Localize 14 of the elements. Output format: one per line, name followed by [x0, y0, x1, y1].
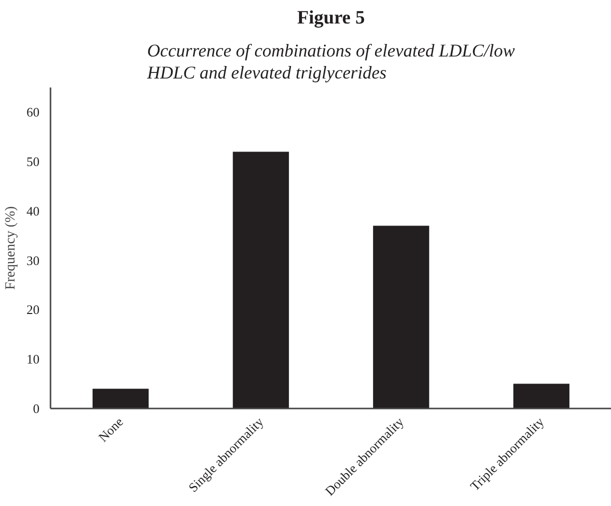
y-tick-label: 30	[26, 252, 40, 268]
bar	[92, 388, 149, 408]
y-tick-label: 60	[26, 104, 40, 120]
chart-subtitle: Occurrence of combinations of elevated LDLC/low HDLC and elevated triglycerides	[146, 40, 515, 82]
bar	[373, 226, 430, 408]
y-axis-title: Frequency (%)	[4, 206, 18, 290]
bar	[232, 152, 289, 408]
y-tick-label: 50	[26, 154, 40, 170]
y-tick-label: 20	[26, 302, 40, 318]
bar	[513, 384, 570, 408]
y-tick-label: 0	[33, 401, 40, 416]
y-tick-label: 10	[26, 352, 40, 367]
chart-title: Figure 5	[297, 8, 365, 28]
y-tick-label: 40	[26, 203, 40, 218]
